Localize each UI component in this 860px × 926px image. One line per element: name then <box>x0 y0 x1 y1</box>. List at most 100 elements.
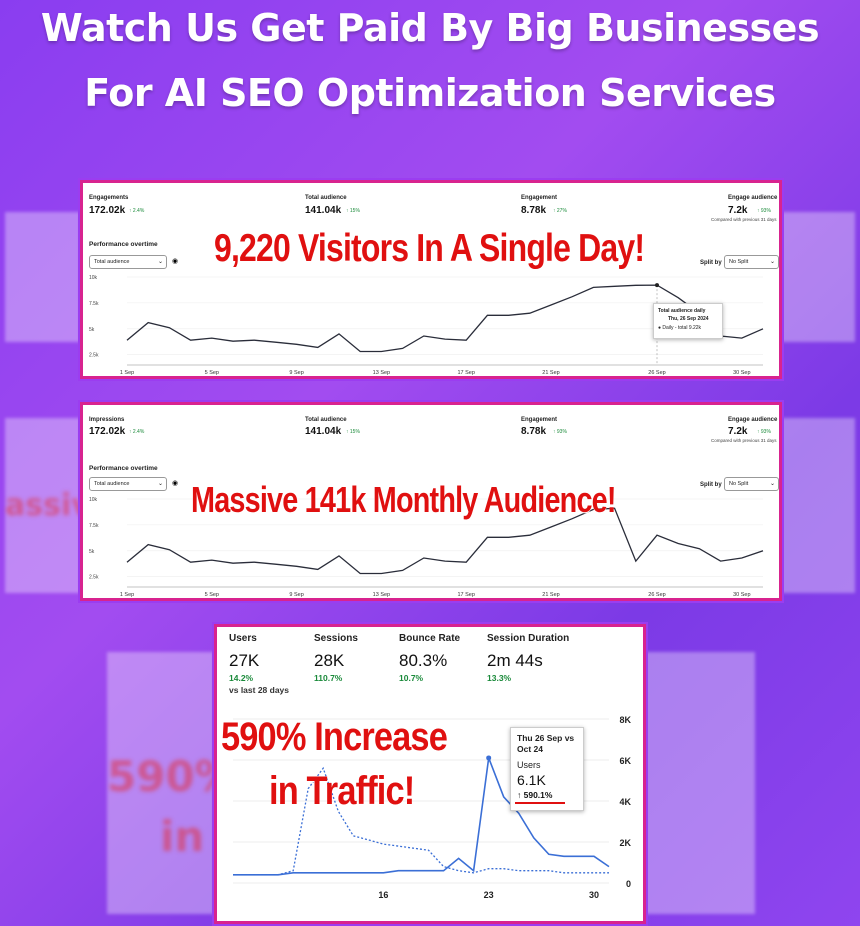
metric-label: Engagement <box>521 195 558 201</box>
y-tick-label: 7.5k <box>89 523 99 529</box>
chevron-down-icon: ⌄ <box>769 259 775 265</box>
split-label: Split by <box>700 260 722 266</box>
y-tick-label: 10k <box>89 497 98 503</box>
metric-value: 172.02k <box>89 426 126 437</box>
traffic-chart: 0 2K 4K 6K 8K 16 23 30 <box>233 715 631 900</box>
audience-dropdown[interactable]: Total audience ⌄ <box>89 255 167 269</box>
x-tick-label: 26 Sep <box>648 592 665 598</box>
tooltip-underline <box>515 802 565 804</box>
audience-dropdown[interactable]: Total audience ⌄ <box>89 477 167 491</box>
performance-chart-2: 2.5k 5k 7.5k 10k 1 Sep 5 Sep 9 Sep 13 Sep 17 Sep… <box>89 497 764 598</box>
y-tick-label: 2.5k <box>89 353 99 359</box>
metric-value: 8.78k <box>521 426 547 437</box>
x-tick-label: 26 Sep <box>648 370 665 376</box>
chevron-down-icon: ⌄ <box>157 481 163 487</box>
metric-value: 80.3% <box>399 651 448 670</box>
metric-label: Total audience <box>305 417 347 423</box>
metric-change: ↑ 2.4% <box>129 429 145 435</box>
split-dropdown[interactable]: No Split ⌄ <box>724 477 779 491</box>
metric-value: 27K <box>229 651 260 670</box>
x-tick-label: 9 Sep <box>289 592 303 598</box>
overlay-headline-2: Massive 141k Monthly Audience! <box>191 479 616 520</box>
metric-change: 110.7% <box>314 673 343 683</box>
tooltip-title: Thu 26 Sep vs Oct 24 <box>517 733 575 754</box>
metric-change: ↑ 93% <box>757 429 771 435</box>
metric-label: Impressions <box>89 417 125 423</box>
traffic-panel: Users 27K 14.2% vs last 28 days Sessions… <box>214 624 646 924</box>
overlay-headline-3a: 590% Increase <box>221 715 448 759</box>
series-line <box>126 507 764 575</box>
metric-label: Bounce Rate <box>399 633 461 644</box>
y-tick-label: 2K <box>619 838 631 848</box>
info-icon: ◉ <box>172 480 179 487</box>
metric-value: 28K <box>314 651 345 670</box>
tooltip-change: ↑ 590.1% <box>517 790 553 800</box>
x-tick-label: 30 <box>589 890 599 900</box>
metric-value: 2m 44s <box>487 651 543 670</box>
y-tick-label: 5k <box>89 327 95 333</box>
chart-title: Performance overtime <box>89 465 158 472</box>
y-tick-label: 8K <box>619 715 631 725</box>
metric-value: 172.02k <box>89 205 126 216</box>
metric-value: 141.04k <box>305 426 342 437</box>
x-tick-label: 17 Sep <box>457 592 474 598</box>
series-line-current <box>233 757 610 876</box>
y-tick-label: 0 <box>626 879 631 889</box>
y-tick-label: 5k <box>89 549 95 555</box>
x-tick-label: 1 Sep <box>120 592 134 598</box>
x-tick-label: 30 Sep <box>733 370 750 376</box>
info-icon: ◉ <box>172 258 179 265</box>
metric-change: ↑ 93% <box>757 208 771 214</box>
hover-point <box>655 283 659 288</box>
compare-note: Compared with previous 31 days <box>711 217 777 222</box>
tooltip-date: Thu, 26 Sep 2024 <box>668 316 709 322</box>
x-tick-label: 13 Sep <box>373 592 390 598</box>
split-label: Split by <box>700 482 722 488</box>
tooltip-value: 6.1K <box>517 772 546 788</box>
x-tick-label: 30 Sep <box>733 592 750 598</box>
ghost-panel-left-2 <box>5 418 80 593</box>
tooltip-series: ● Daily - total 9.22k <box>658 325 702 331</box>
metric-change: 14.2% <box>229 673 254 683</box>
ghost-text-left-3b: in <box>160 812 205 861</box>
metric-label: Engagements <box>89 195 129 201</box>
series-line-previous <box>233 766 609 876</box>
metric-change: 10.7% <box>399 673 424 683</box>
x-tick-label: 23 <box>484 890 494 900</box>
x-tick-label: 17 Sep <box>457 370 474 376</box>
metric-value: 141.04k <box>305 205 342 216</box>
metric-label: Engage audience <box>728 417 778 423</box>
ghost-panel-left-3 <box>107 652 214 914</box>
chart-tooltip: Total audience daily Thu, 26 Sep 2024 ● … <box>653 303 723 339</box>
metric-change: 13.3% <box>487 673 512 683</box>
x-tick-label: 21 Sep <box>542 370 559 376</box>
ghost-panel-right-3 <box>645 652 755 914</box>
metric-value: 8.78k <box>521 205 547 216</box>
metric-label: Total audience <box>305 195 347 201</box>
x-tick-label: 9 Sep <box>289 370 303 376</box>
period-note: vs last 28 days <box>229 685 290 695</box>
performance-chart-1: 2.5k 5k 7.5k 10k 1 Sep 5 Sep 9 Sep 13 Sep 17 Sep… <box>89 275 764 376</box>
x-tick-label: 5 Sep <box>205 370 219 376</box>
metric-label: Session Duration <box>487 633 570 644</box>
analytics-panel-2: Impressions 172.02k ↑ 2.4% Total audienc… <box>80 402 782 601</box>
metric-label: Engage audience <box>728 195 778 201</box>
metric-label: Engagement <box>521 417 558 423</box>
metric-label: Sessions <box>314 633 358 644</box>
metric-change: ↑ 93% <box>553 429 567 435</box>
headline-line-1: Watch Us Get Paid By Big Businesses <box>40 6 820 50</box>
x-tick-label: 21 Sep <box>542 592 559 598</box>
y-tick-label: 4K <box>619 797 631 807</box>
y-tick-label: 10k <box>89 275 98 281</box>
tooltip-metric: Users <box>517 760 541 770</box>
split-dropdown[interactable]: No Split ⌄ <box>724 255 779 269</box>
y-tick-label: 7.5k <box>89 301 99 307</box>
overlay-headline-3b: in Traffic! <box>269 769 415 813</box>
chevron-down-icon: ⌄ <box>769 481 775 487</box>
metric-value: 7.2k <box>728 205 748 216</box>
overlay-headline-1: 9,220 Visitors In A Single Day! <box>214 227 645 270</box>
ghost-panel-right-1 <box>780 212 855 342</box>
analytics-panel-1: Engagements 172.02k ↑ 2.4% Total audienc… <box>80 180 782 379</box>
metric-change: ↑ 15% <box>346 208 360 214</box>
chevron-down-icon: ⌄ <box>157 259 163 265</box>
